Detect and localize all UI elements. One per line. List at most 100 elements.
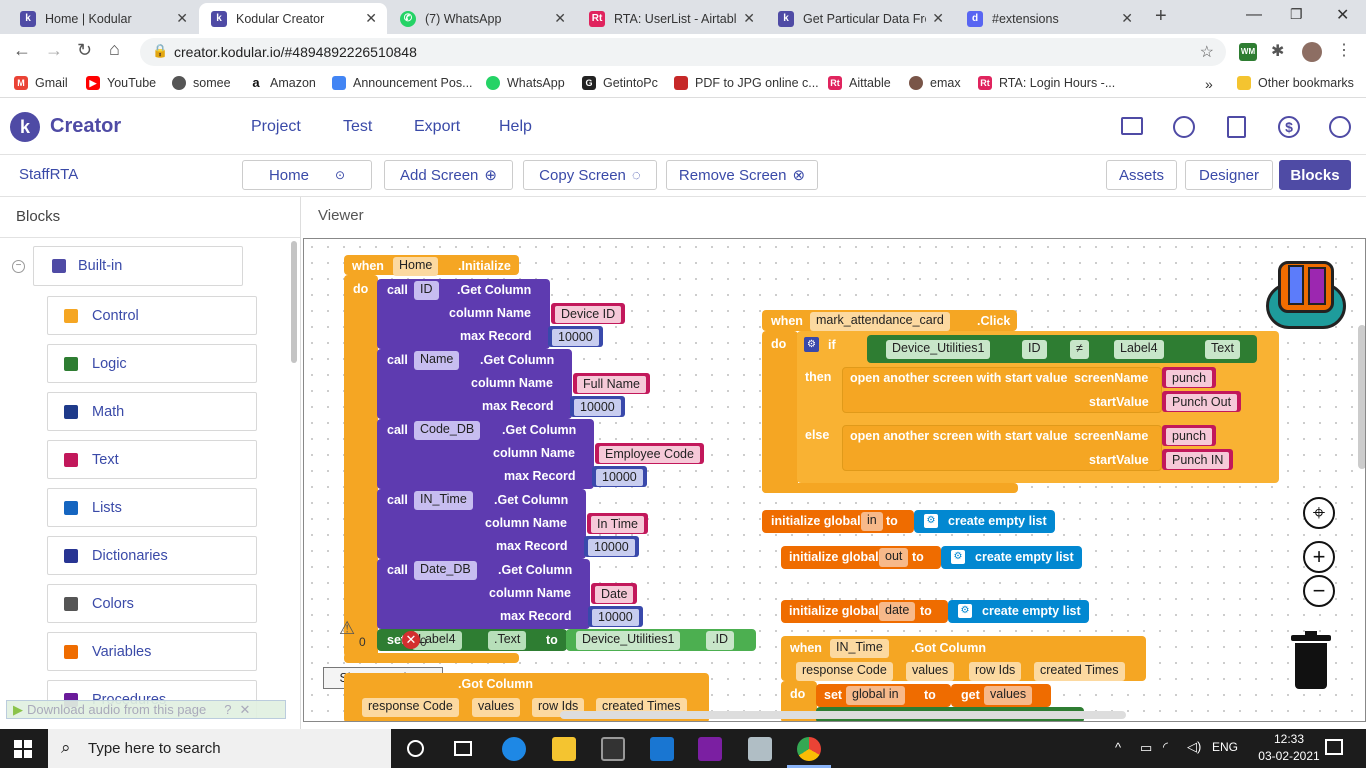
bookmark[interactable]: WhatsApp	[486, 76, 565, 90]
close-icon[interactable]: ✕	[554, 10, 566, 26]
menu-icon[interactable]: ⋮	[1336, 42, 1352, 59]
wifi-icon[interactable]: ◜	[1163, 739, 1169, 754]
home-icon[interactable]: ⌂	[109, 39, 120, 59]
close-icon[interactable]: ✕	[176, 10, 188, 26]
string-block[interactable]: punch	[1162, 425, 1217, 446]
bookmark[interactable]: G GetintoPc	[582, 76, 658, 90]
param-chip[interactable]: response Code	[362, 698, 459, 717]
clock-date[interactable]: 03-02-2021	[1258, 749, 1320, 763]
param-chip[interactable]: values	[906, 662, 955, 681]
close-icon[interactable]: ✕	[1121, 10, 1133, 26]
component-dropdown[interactable]: Home	[393, 257, 439, 276]
bookmark[interactable]: Rt RTA: Login Hours -...	[978, 76, 1115, 90]
bookmark[interactable]: Announcement Pos...	[332, 76, 473, 90]
component-dropdown[interactable]: Label4	[412, 631, 462, 650]
remove-screen-button[interactable]: Remove Screen ⊗	[666, 160, 818, 190]
sidebar-item-math[interactable]: Math	[47, 392, 257, 431]
component-dropdown[interactable]: Code_DB	[414, 421, 481, 440]
docs-icon[interactable]	[1227, 116, 1246, 138]
tray-up-icon[interactable]: ^	[1115, 740, 1122, 755]
sidebar-item-text[interactable]: Text	[47, 440, 257, 479]
bookmark[interactable]: emax	[909, 76, 961, 90]
bookmark[interactable]: Other bookmarks	[1237, 76, 1354, 90]
zoom-out-icon[interactable]: −	[1303, 575, 1335, 607]
trash-icon[interactable]	[1291, 631, 1331, 689]
store-icon[interactable]	[601, 737, 625, 761]
browser-tab[interactable]: d #extensions ✕	[955, 3, 1143, 34]
window-close-icon[interactable]: ✕	[1336, 7, 1350, 24]
sidebar-scrollbar[interactable]	[291, 241, 297, 363]
assets-button[interactable]: Assets	[1106, 160, 1177, 190]
variable-name[interactable]: out	[879, 548, 909, 567]
param-chip[interactable]: created Times	[1034, 662, 1125, 681]
blocks-button[interactable]: Blocks	[1279, 160, 1351, 190]
warning-indicator[interactable]: ⚠	[339, 619, 359, 665]
url-field[interactable]: 🔒 creator.kodular.io/#4894892226510848 ☆	[140, 38, 1226, 66]
close-icon[interactable]: ✕	[239, 701, 251, 717]
open-screen-block[interactable]	[842, 425, 1162, 471]
component-dropdown[interactable]: ID	[414, 281, 439, 300]
property-dropdown[interactable]: .ID	[706, 631, 734, 650]
star-icon[interactable]: ☆	[1199, 44, 1214, 61]
call-get-column-block[interactable]	[377, 279, 550, 349]
account-icon[interactable]	[1329, 116, 1351, 138]
string-block[interactable]: Date	[591, 583, 638, 604]
bookmark[interactable]: a Amazon	[249, 76, 316, 90]
extension-icon[interactable]: WM	[1239, 43, 1257, 61]
kodular-logo-icon[interactable]: k	[10, 112, 40, 142]
component-dropdown[interactable]: IN_Time	[414, 491, 473, 510]
create-empty-list-block[interactable]	[941, 546, 1082, 569]
event-block-body[interactable]	[344, 275, 378, 657]
close-icon[interactable]: ✕	[743, 10, 755, 26]
param-chip[interactable]: row Ids	[969, 662, 1022, 681]
string-block[interactable]: In Time	[587, 513, 648, 534]
dollar-icon[interactable]: $	[1278, 116, 1300, 138]
browser-tab-active[interactable]: k Kodular Creator ✕	[199, 3, 387, 34]
browser-tab[interactable]: k Home | Kodular ✕	[8, 3, 198, 34]
variable-name[interactable]: date	[879, 602, 916, 621]
param-chip[interactable]: values	[472, 698, 521, 717]
string-block[interactable]: Device ID	[551, 303, 626, 324]
vertical-scrollbar[interactable]	[1358, 325, 1365, 469]
bookmark[interactable]: somee	[172, 76, 231, 90]
sidebar-item-logic[interactable]: Logic	[47, 344, 257, 383]
close-icon[interactable]: ✕	[932, 10, 944, 26]
clock-time[interactable]: 12:33	[1273, 732, 1305, 746]
gear-icon[interactable]: ⚙	[951, 550, 965, 564]
designer-button[interactable]: Designer	[1185, 160, 1273, 190]
windows-start-icon[interactable]	[14, 740, 32, 758]
zoom-in-icon[interactable]: +	[1303, 541, 1335, 573]
gear-icon[interactable]: ⚙	[804, 337, 819, 352]
component-dropdown[interactable]: IN_Time	[830, 639, 889, 658]
chrome-icon[interactable]	[797, 737, 821, 761]
sidebar-item-variables[interactable]: Variables	[47, 632, 257, 671]
volume-icon[interactable]: ◁)	[1187, 739, 1202, 754]
variable-name[interactable]: in	[861, 512, 883, 531]
download-audio-banner[interactable]: ▶ Download audio from this page ? ✕	[6, 700, 286, 719]
operator-dropdown[interactable]: ≠	[1070, 340, 1089, 359]
component-dropdown[interactable]: mark_attendance_card	[810, 312, 950, 331]
trash-backpack-icon[interactable]	[1262, 253, 1348, 339]
minimize-icon[interactable]: —	[1246, 6, 1262, 23]
browser-tab[interactable]: k Get Particular Data Fron ✕	[766, 3, 954, 34]
edge-icon[interactable]	[502, 737, 526, 761]
nav-test[interactable]: Test	[343, 118, 373, 135]
avatar[interactable]	[1302, 42, 1322, 62]
component-dropdown[interactable]: Device_Utilities1	[886, 340, 991, 359]
new-tab-icon[interactable]: +	[1155, 5, 1167, 27]
error-icon[interactable]: ✕	[402, 631, 420, 649]
open-screen-block[interactable]	[842, 367, 1162, 413]
number-block[interactable]: 10000	[584, 536, 639, 557]
recenter-icon[interactable]: ⌖	[1303, 497, 1335, 529]
back-icon[interactable]: ←	[13, 40, 31, 60]
horizontal-scrollbar[interactable]	[560, 711, 1126, 719]
copy-screen-button[interactable]: Copy Screen ◌	[523, 160, 657, 190]
restore-icon[interactable]: ❐	[1290, 6, 1303, 22]
call-get-column-block[interactable]	[377, 489, 586, 559]
string-block[interactable]: Punch IN	[1162, 449, 1234, 470]
blocks-workspace[interactable]: when Home .Initialize do call ID .Get Co…	[303, 238, 1366, 722]
nav-help[interactable]: Help	[499, 118, 532, 135]
task-view-icon[interactable]	[454, 741, 472, 756]
palette-icon[interactable]	[1173, 116, 1195, 138]
bookmark[interactable]: M Gmail	[14, 76, 68, 90]
